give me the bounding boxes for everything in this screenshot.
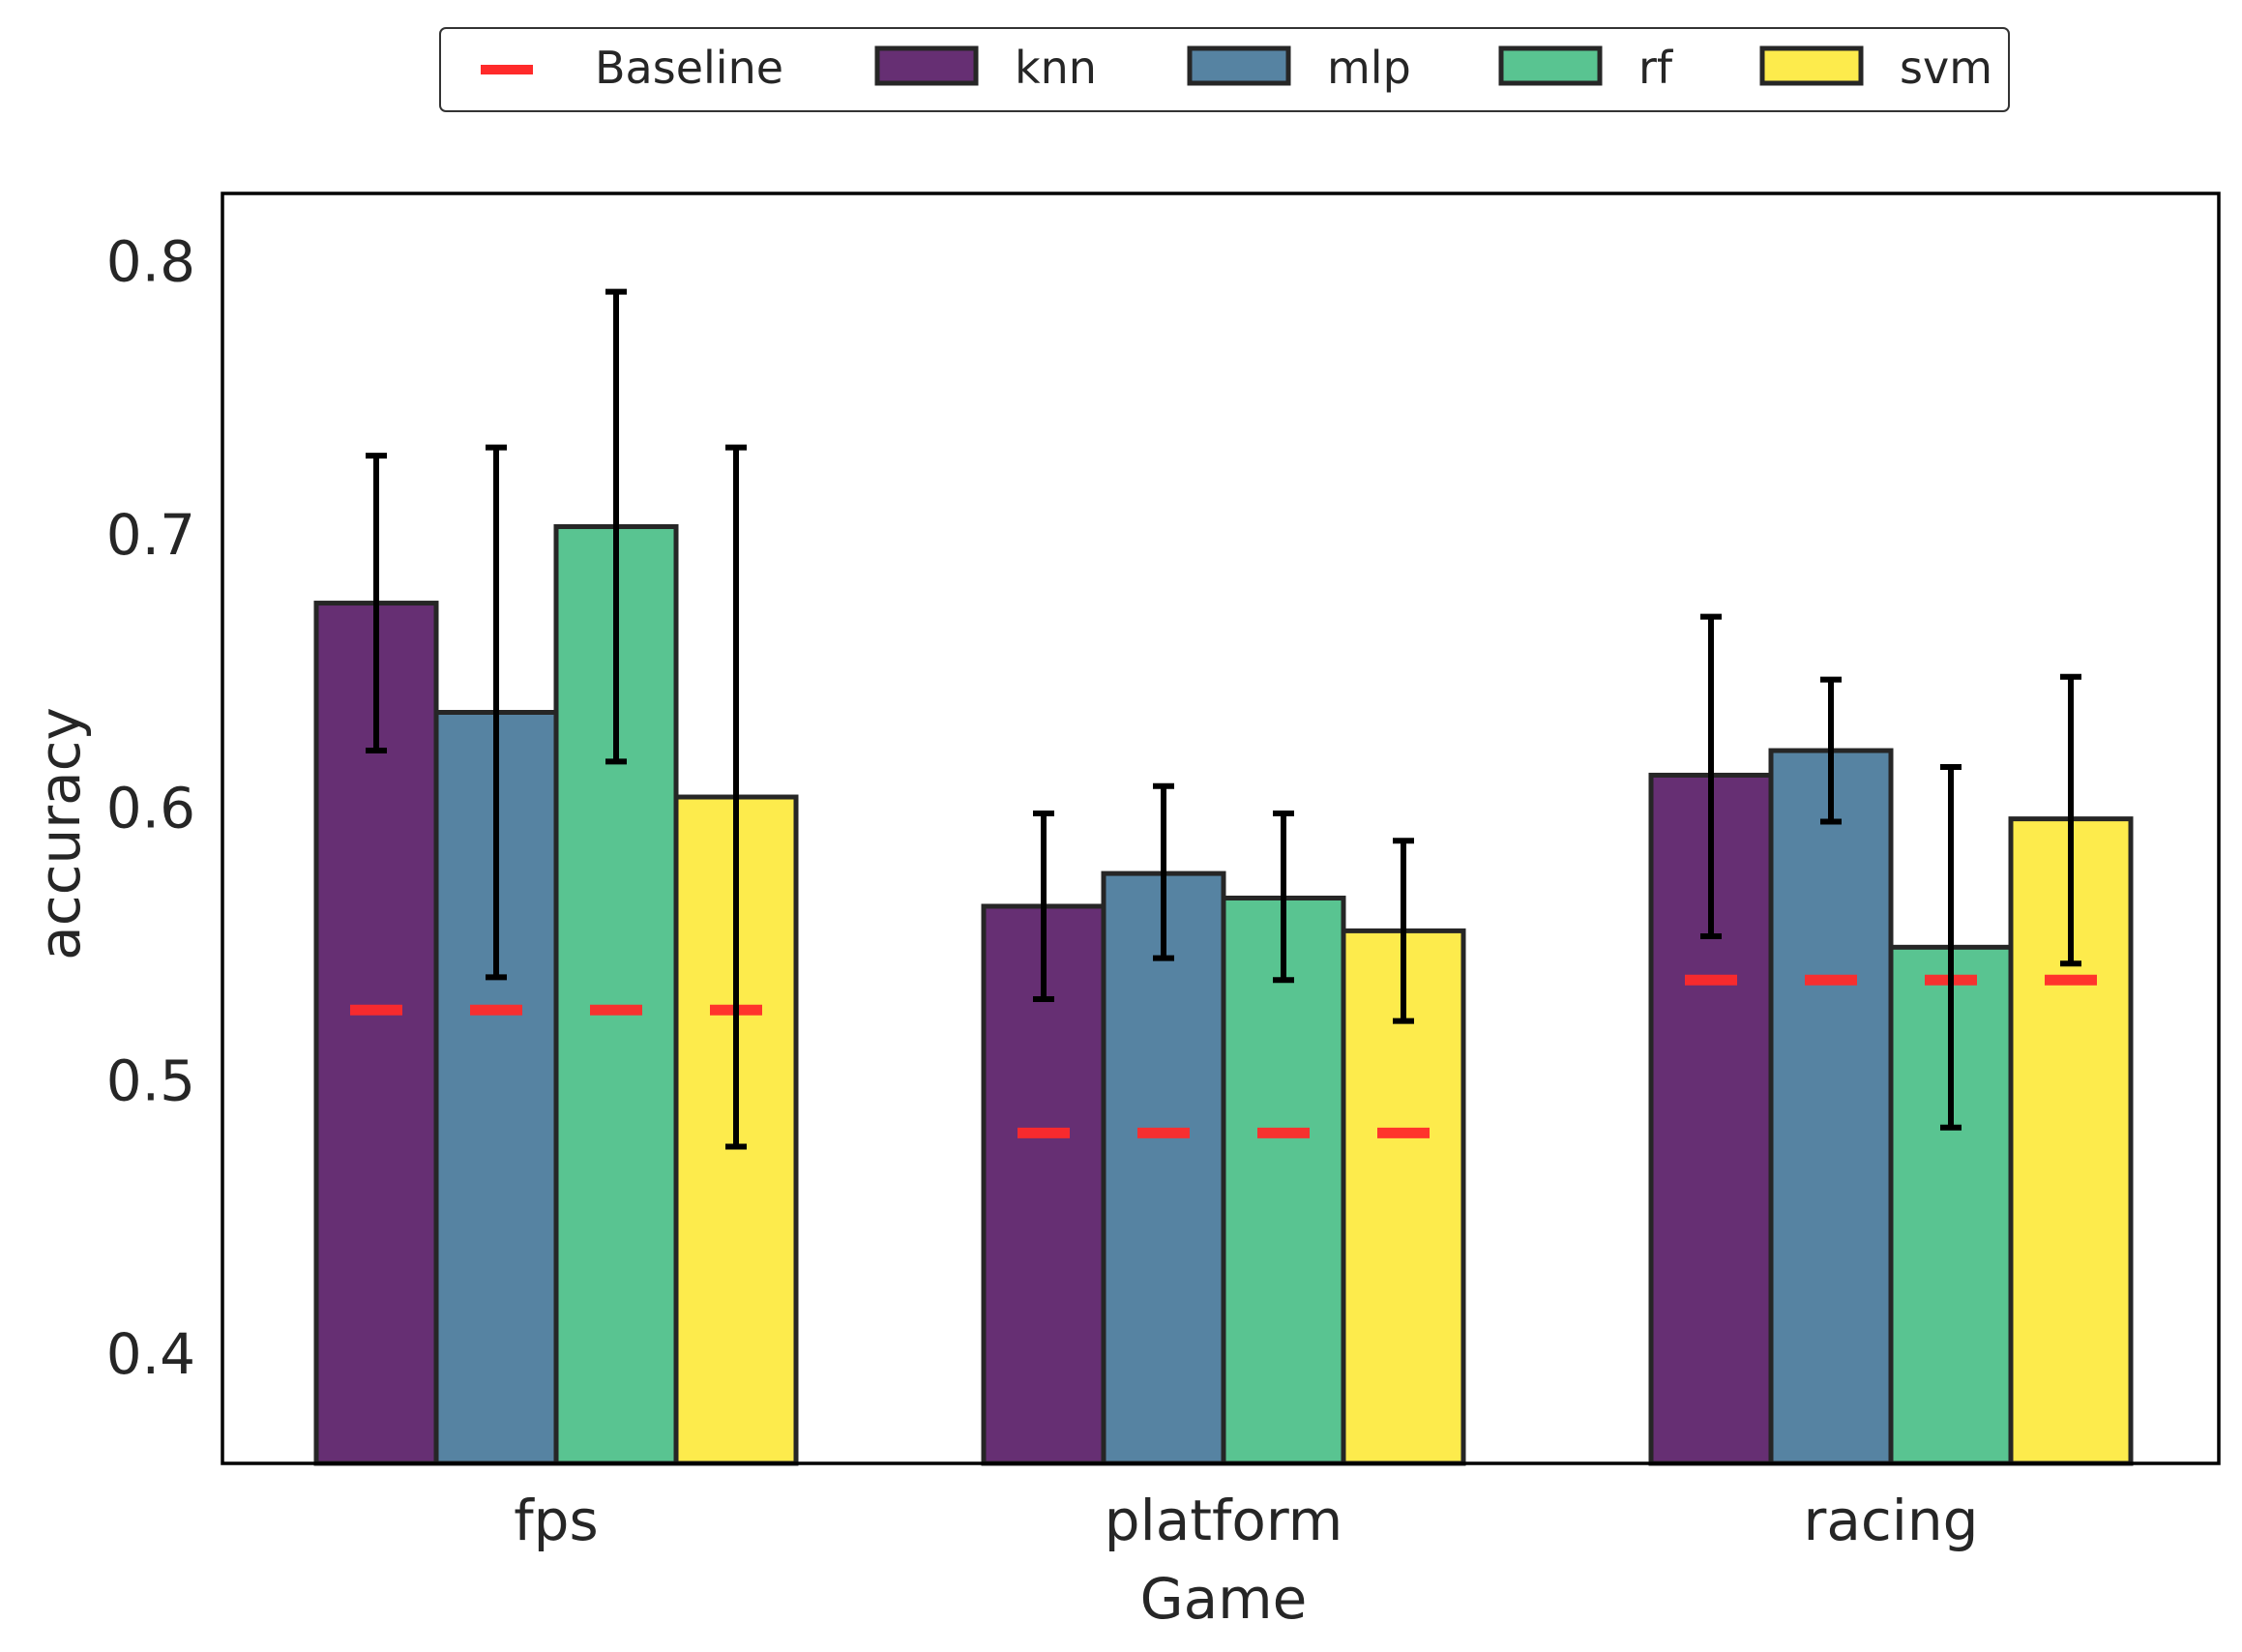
error-bar-rf-platform [1273,810,1294,984]
bar-mlp-racing [1768,748,1894,1466]
legend-entry-baseline: Baseline [481,42,783,94]
error-bar-svm-platform [1393,838,1414,1024]
bar-rf-platform [1221,896,1346,1466]
legend-entry-rf: rf [1498,42,1674,94]
x-tick-label-platform: platform [1105,1488,1342,1553]
legend-entry-knn: knn [874,42,1097,94]
legend-swatch-svm [1759,45,1864,86]
y-tick-label: 0.8 [106,229,195,295]
error-bar-mlp-platform [1153,782,1174,961]
legend-label: mlp [1327,42,1411,94]
error-bar-rf-racing [1940,763,1962,1131]
error-bar-svm-fps [725,444,747,1150]
error-bar-mlp-fps [486,444,507,981]
legend-entry-svm: svm [1759,42,1992,94]
error-bar-svm-racing [2060,673,2081,967]
legend-label: rf [1638,42,1674,94]
legend-swatch-knn [874,45,979,86]
plot-area: 0.4 0.5 0.6 0.7 0.8 fps platform racing [106,192,2221,1553]
axes-frame [221,192,2221,1465]
x-axis-label: Game [1140,1566,1308,1632]
bar-mlp-platform [1101,870,1226,1466]
legend-label: svm [1900,42,1992,94]
error-bar-knn-fps [366,453,387,754]
y-tick-label: 0.6 [106,775,195,841]
error-bar-rf-fps [605,288,627,765]
y-tick-label: 0.5 [106,1048,195,1114]
legend-entry-mlp: mlp [1187,42,1411,94]
legend-label: Baseline [595,42,783,94]
legend-label: knn [1015,42,1097,94]
error-bar-knn-platform [1033,810,1054,1002]
legend: Baseline knn mlp rf svm [439,27,2010,112]
error-bar-knn-racing [1700,613,1722,940]
legend-swatch-rf [1498,45,1603,86]
y-tick-label: 0.7 [106,502,195,568]
x-tick-label-racing: racing [1804,1488,1979,1553]
y-axis-label: accuracy [27,707,93,960]
x-tick-label-fps: fps [514,1488,598,1553]
y-tick-label: 0.4 [106,1321,195,1387]
error-bar-mlp-racing [1820,676,1842,825]
legend-swatch-mlp [1187,45,1291,86]
